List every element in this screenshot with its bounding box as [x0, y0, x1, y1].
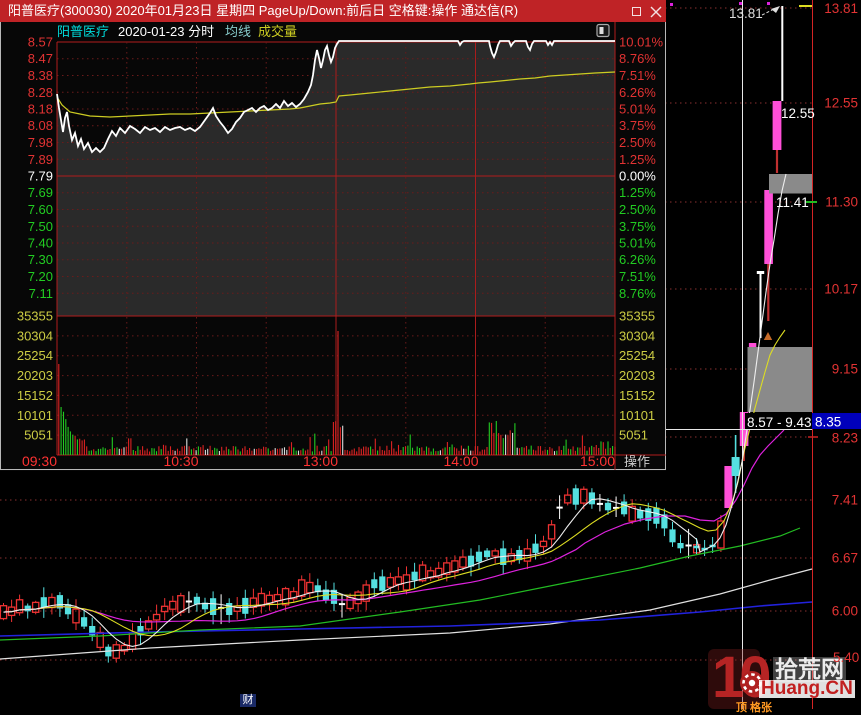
svg-text:13.81: 13.81 — [824, 1, 858, 16]
svg-text:8.76%: 8.76% — [619, 51, 656, 66]
svg-text:8.08: 8.08 — [28, 118, 53, 133]
svg-text:6.26%: 6.26% — [619, 85, 656, 100]
svg-text:7.30: 7.30 — [28, 252, 53, 267]
svg-text:6.26%: 6.26% — [619, 252, 656, 267]
svg-text:0.00%: 0.00% — [619, 169, 656, 184]
svg-text:8.38: 8.38 — [28, 68, 53, 83]
svg-text:15:00: 15:00 — [580, 453, 615, 469]
svg-text:15152: 15152 — [17, 388, 53, 403]
svg-text:成交量: 成交量 — [258, 24, 297, 39]
svg-text:8.18: 8.18 — [28, 102, 53, 117]
svg-text:10:30: 10:30 — [163, 453, 198, 469]
svg-text:20203: 20203 — [619, 368, 655, 383]
svg-text:8.57: 8.57 — [28, 35, 53, 50]
svg-text:30304: 30304 — [17, 328, 53, 343]
svg-text:5051: 5051 — [619, 428, 648, 443]
svg-text:7.89: 7.89 — [28, 152, 53, 167]
svg-text:10101: 10101 — [17, 408, 53, 423]
svg-text:35355: 35355 — [17, 309, 53, 324]
svg-text:6.67: 6.67 — [832, 551, 858, 566]
svg-text:12.55: 12.55 — [824, 96, 858, 111]
svg-text:8.57 - 9.43: 8.57 - 9.43 — [747, 415, 812, 430]
svg-text:2.50%: 2.50% — [619, 135, 656, 150]
svg-text:09:30: 09:30 — [22, 453, 57, 469]
svg-text:13.81: 13.81 — [729, 6, 763, 21]
svg-text:阳普医疗: 阳普医疗 — [57, 24, 109, 39]
svg-text:7.51%: 7.51% — [619, 269, 656, 284]
svg-text:7.79: 7.79 — [28, 169, 53, 184]
svg-text:8.47: 8.47 — [28, 51, 53, 66]
svg-text:7.98: 7.98 — [28, 135, 53, 150]
svg-text:5051: 5051 — [24, 428, 53, 443]
svg-text:7.50: 7.50 — [28, 219, 53, 234]
svg-text:10.17: 10.17 — [824, 282, 858, 297]
svg-text:35355: 35355 — [619, 309, 655, 324]
svg-text:8.28: 8.28 — [28, 85, 53, 100]
svg-text:1.25%: 1.25% — [619, 152, 656, 167]
svg-text:30304: 30304 — [619, 328, 655, 343]
svg-text:3.75%: 3.75% — [619, 219, 656, 234]
svg-text:2.50%: 2.50% — [619, 202, 656, 217]
svg-text:11.30: 11.30 — [825, 195, 858, 210]
svg-text:12.55: 12.55 — [781, 106, 815, 121]
svg-text:7.11: 7.11 — [29, 286, 53, 301]
svg-text:6.00: 6.00 — [832, 604, 858, 619]
svg-text:8.23: 8.23 — [832, 431, 858, 446]
svg-text:7.20: 7.20 — [28, 269, 53, 284]
svg-text:9.15: 9.15 — [832, 362, 858, 377]
svg-text:7.60: 7.60 — [28, 202, 53, 217]
svg-text:10101: 10101 — [619, 408, 655, 423]
svg-text:5.01%: 5.01% — [619, 102, 656, 117]
svg-text:均线: 均线 — [225, 24, 251, 39]
svg-text:7.69: 7.69 — [28, 185, 53, 200]
svg-text:1.25%: 1.25% — [619, 185, 656, 200]
svg-text:5.01%: 5.01% — [619, 236, 656, 251]
svg-text:25254: 25254 — [17, 348, 53, 363]
svg-text:10.01%: 10.01% — [619, 35, 664, 50]
svg-text:3.75%: 3.75% — [619, 118, 656, 133]
svg-text:15152: 15152 — [619, 388, 655, 403]
svg-text:8.76%: 8.76% — [619, 286, 656, 301]
svg-text:操作: 操作 — [624, 454, 650, 469]
svg-text:7.51%: 7.51% — [619, 68, 656, 83]
svg-text:11.41: 11.41 — [776, 195, 809, 210]
svg-text:25254: 25254 — [619, 348, 655, 363]
svg-text:2020-01-23 分时: 2020-01-23 分时 — [118, 24, 214, 39]
svg-text:7.40: 7.40 — [28, 236, 53, 251]
svg-text:14:00: 14:00 — [443, 453, 478, 469]
svg-text:20203: 20203 — [17, 368, 53, 383]
svg-text:8.35: 8.35 — [815, 415, 841, 430]
svg-text:13:00: 13:00 — [303, 453, 338, 469]
svg-text:7.41: 7.41 — [832, 493, 858, 508]
